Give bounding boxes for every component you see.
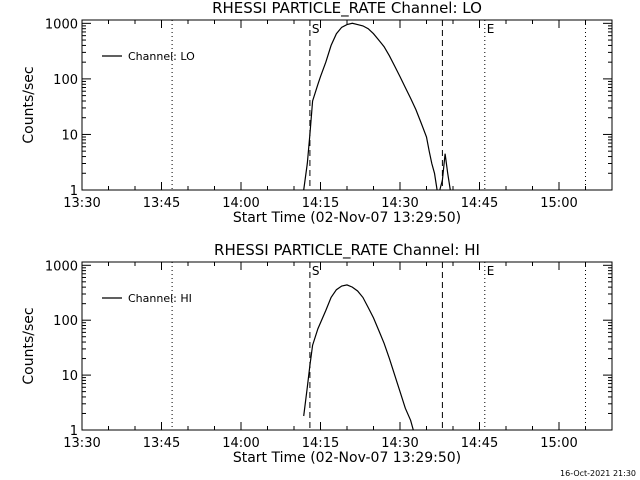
x-tick-label: 14:00	[222, 436, 259, 451]
x-tick-label: 14:45	[461, 196, 498, 211]
x-tick-label: 14:45	[461, 436, 498, 451]
x-tick-label: 13:30	[63, 196, 100, 211]
footer-timestamp: 16-Oct-2021 21:30	[560, 469, 636, 478]
y-tick-label: 1000	[45, 17, 78, 32]
x-tick-label: 14:00	[222, 196, 259, 211]
marker-label: S	[312, 264, 320, 278]
x-tick-label: 14:15	[302, 436, 339, 451]
y-tick-label: 10	[61, 128, 78, 143]
y-tick-label: 100	[53, 73, 78, 88]
plot-frame	[81, 19, 613, 191]
x-tick-label: 13:30	[63, 436, 100, 451]
series-line	[439, 153, 451, 191]
x-tick-label: 15:00	[540, 196, 577, 211]
marker-label: E	[487, 264, 495, 278]
legend-label: Channel: LO	[128, 50, 195, 63]
y-axis-label: Counts/sec	[21, 66, 37, 143]
chart-title: RHESSI PARTICLE_RATE Channel: HI	[214, 241, 480, 260]
series-line	[303, 284, 414, 431]
x-tick-label: 14:15	[302, 196, 339, 211]
y-tick-label: 10	[61, 369, 78, 384]
y-axis-label: Counts/sec	[21, 307, 37, 384]
series-line	[303, 22, 438, 191]
marker-label: E	[487, 22, 495, 36]
x-tick-label: 14:30	[381, 436, 418, 451]
x-axis-label: Start Time (02-Nov-07 13:29:50)	[233, 210, 461, 226]
legend-label: Channel: HI	[128, 292, 192, 305]
x-tick-label: 15:00	[540, 436, 577, 451]
x-tick-label: 13:45	[143, 436, 180, 451]
marker-label: S	[312, 22, 320, 36]
y-tick-label: 100	[53, 314, 78, 329]
y-tick-label: 1	[70, 184, 78, 199]
x-tick-label: 14:30	[381, 196, 418, 211]
plot-frame	[81, 261, 613, 431]
chart-title: RHESSI PARTICLE_RATE Channel: LO	[212, 0, 482, 18]
x-tick-label: 13:45	[143, 196, 180, 211]
y-tick-label: 1	[70, 424, 78, 439]
y-tick-label: 1000	[45, 259, 78, 274]
x-axis-label: Start Time (02-Nov-07 13:29:50)	[233, 450, 461, 466]
